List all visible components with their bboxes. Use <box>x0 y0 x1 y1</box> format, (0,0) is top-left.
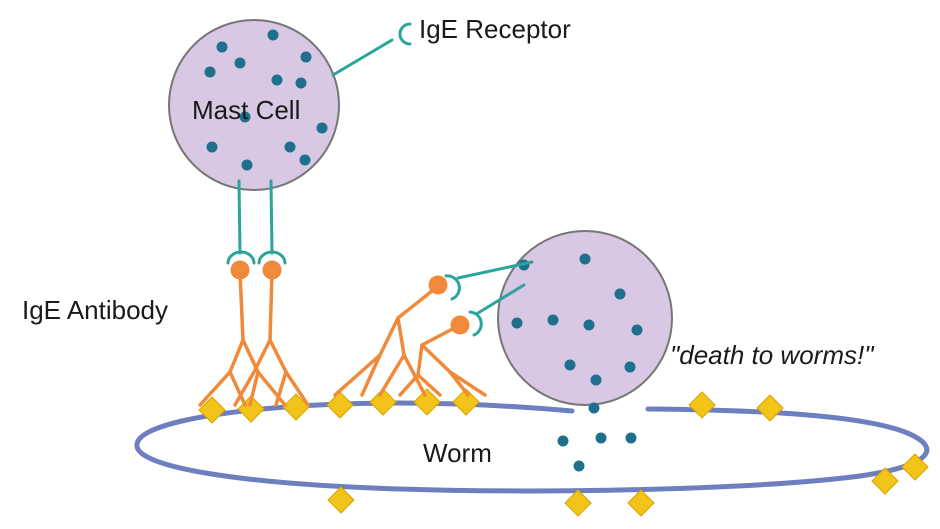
antibody-stem <box>333 285 439 397</box>
granule <box>547 314 559 326</box>
worm-antigens <box>198 388 929 517</box>
granule <box>631 324 643 336</box>
antigen-diamond <box>452 388 480 416</box>
antibody-stem <box>198 270 245 407</box>
antibody-head <box>450 315 470 335</box>
granule <box>300 51 312 63</box>
mast-cell-degranulating-body <box>497 230 673 406</box>
ige-receptor-stalk <box>331 38 394 77</box>
antibody-branch <box>274 370 288 407</box>
ige-receptor-cup <box>226 250 256 265</box>
antigen-diamond <box>198 396 226 424</box>
antibody-branch <box>360 353 382 397</box>
released-granule <box>557 435 569 447</box>
ige-receptor-cup <box>444 274 461 301</box>
ige-receptor-stalk <box>269 179 274 255</box>
antigen-diamond <box>756 394 784 422</box>
antibody-head <box>230 260 250 280</box>
antigen-diamond <box>901 453 929 481</box>
death-to-worms-quote: "death to worms!" <box>670 340 874 370</box>
released-granule <box>595 432 607 444</box>
antibody-stem <box>233 270 274 407</box>
antibody-branch <box>228 370 247 407</box>
antigen-diamond <box>326 391 354 419</box>
ige-receptor-cup <box>398 22 412 46</box>
granule <box>234 57 246 69</box>
granule <box>579 253 591 265</box>
granule <box>206 141 218 153</box>
antibody-branch <box>402 353 427 397</box>
mast-cell-degranulating-granules <box>511 253 643 386</box>
mast-cell-top-granules <box>204 29 328 171</box>
granule <box>299 154 311 166</box>
mast-cell-top <box>168 19 340 191</box>
antigen-diamond <box>413 388 441 416</box>
antibody-stem <box>398 323 462 397</box>
antibody-branch <box>448 370 487 397</box>
granule <box>624 361 636 373</box>
released-granule <box>588 402 600 414</box>
ige-antibodies <box>198 260 487 407</box>
ige-receptor-cup <box>468 310 483 337</box>
granule <box>271 74 283 86</box>
antibody-branch <box>420 343 470 397</box>
ige-receptor-cup <box>257 250 287 265</box>
antigen-diamond <box>564 489 592 517</box>
granule <box>284 141 296 153</box>
mast-cell-label: Mast Cell <box>192 95 301 125</box>
ige-antibody-label: IgE Antibody <box>22 295 168 325</box>
ige-receptor-stalk <box>456 260 534 280</box>
worm-label: Worm <box>423 438 492 468</box>
antigen-diamond <box>871 467 899 495</box>
antigen-diamond <box>688 391 716 419</box>
antibody-branch <box>416 373 442 397</box>
antigen-diamond <box>627 489 655 517</box>
released-granules <box>557 402 637 472</box>
antibody-branch <box>248 370 260 407</box>
antibody-head <box>262 260 282 280</box>
ige-receptor-stalk <box>237 179 242 255</box>
granule <box>316 122 328 134</box>
ige-receptors <box>226 22 534 337</box>
granule <box>614 288 626 300</box>
granule <box>239 111 251 123</box>
granule <box>583 319 595 331</box>
granule <box>216 41 228 53</box>
granule <box>511 317 523 329</box>
released-granule <box>625 432 637 444</box>
antibody-head <box>428 275 448 295</box>
granule <box>204 66 216 78</box>
granule <box>590 374 602 386</box>
antigen-diamond <box>369 388 397 416</box>
released-granule <box>573 460 585 472</box>
granule <box>267 29 279 41</box>
mast-cell-degranulating <box>497 230 673 472</box>
granule <box>564 359 576 371</box>
granule <box>241 159 253 171</box>
antigen-diamond <box>327 486 355 514</box>
ige-receptor-stalk <box>476 283 526 315</box>
granule <box>295 77 307 89</box>
ige-receptor-label: IgE Receptor <box>419 14 571 44</box>
